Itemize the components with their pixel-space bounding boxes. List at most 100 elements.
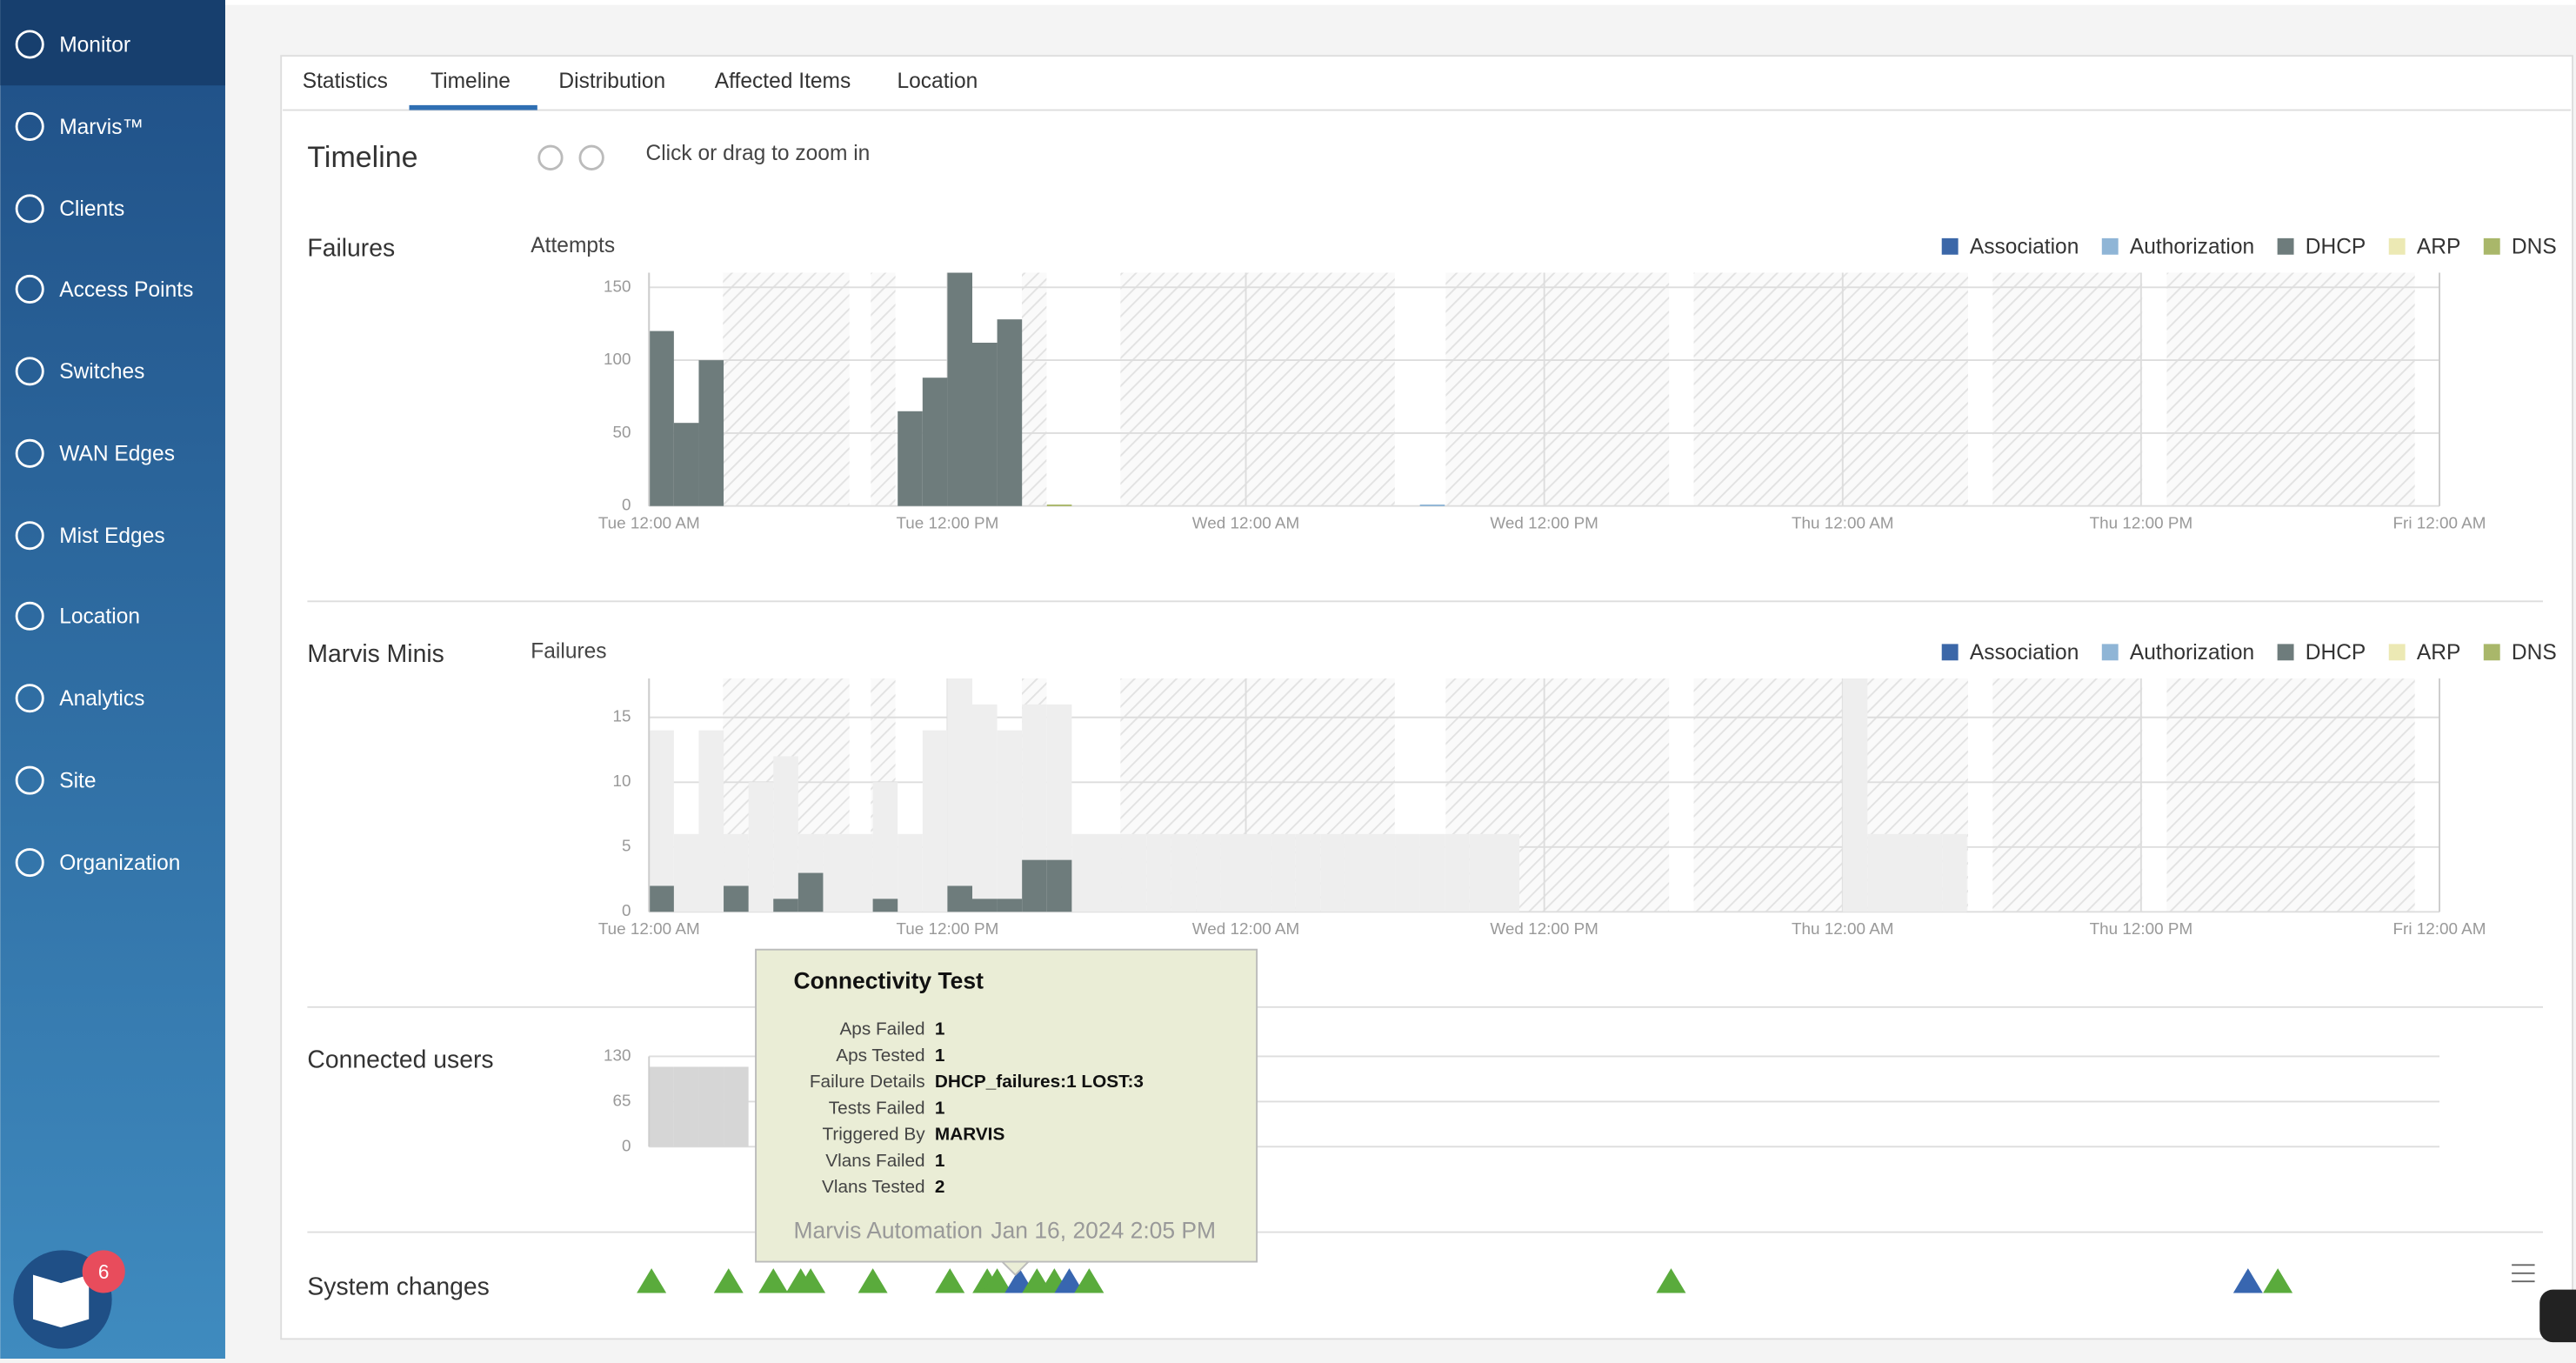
nav-icon (15, 684, 44, 713)
nav-icon (15, 30, 44, 59)
bar (1892, 833, 1918, 912)
bar (1146, 833, 1171, 912)
legend-swatch (2277, 237, 2294, 255)
nav-item[interactable]: Access Points (59, 278, 193, 302)
bar (1842, 678, 1868, 912)
legend-swatch (2483, 237, 2500, 255)
section-title: Failures (307, 235, 395, 263)
bar (1445, 833, 1470, 912)
y-tick-label: 10 (612, 772, 631, 791)
legend-label: Association (1970, 641, 2079, 665)
tab[interactable]: Affected Items (715, 70, 851, 93)
zoom-out[interactable] (537, 144, 564, 170)
change-marker[interactable] (1054, 1268, 1084, 1293)
y-tick-label: 150 (604, 277, 631, 296)
tooltip-key: Triggered By (822, 1125, 925, 1145)
change-marker[interactable] (796, 1268, 826, 1293)
change-marker[interactable] (637, 1268, 667, 1293)
y-axis-label: Failures (531, 639, 606, 663)
bar (947, 272, 972, 506)
bar (1046, 859, 1072, 912)
nav-item[interactable]: Organization (59, 852, 180, 875)
nav-item[interactable]: Marvis™ (59, 116, 143, 139)
no-data-region (2166, 678, 2415, 912)
bar (898, 833, 923, 912)
change-marker[interactable] (982, 1268, 1012, 1293)
y-tick-label: 100 (604, 351, 631, 369)
bar (1345, 833, 1371, 912)
tab[interactable]: Location (897, 70, 978, 93)
x-tick-label: Tue 12:00 PM (896, 920, 998, 939)
change-marker[interactable] (935, 1268, 965, 1293)
tab[interactable]: Timeline (430, 70, 511, 93)
nav-item[interactable]: Analytics (59, 687, 144, 711)
legend-label: DHCP (2306, 236, 2366, 259)
tooltip-title: Connectivity Test (793, 967, 984, 993)
no-data-region (1120, 272, 1395, 506)
y-tick-label: 5 (622, 838, 631, 856)
bar (1096, 833, 1122, 912)
nav-item[interactable]: Site (59, 770, 96, 793)
x-tick-label: Wed 12:00 PM (1490, 514, 1598, 532)
nav-item[interactable]: WAN Edges (59, 443, 175, 466)
bar (898, 411, 923, 506)
section-title: System changes (307, 1273, 489, 1300)
tab[interactable]: Statistics (303, 70, 388, 93)
bar (673, 1066, 699, 1147)
tooltip-value: DHCP_failures:1 LOST:3 (935, 1072, 1144, 1092)
no-data-region (1992, 678, 2143, 912)
legend-label: Association (1970, 236, 2079, 259)
nav-icon (15, 848, 44, 878)
zoom-in[interactable] (578, 144, 604, 170)
bar (997, 730, 1023, 912)
bot-icon[interactable] (2539, 1289, 2576, 1343)
tooltip-value: 1 (935, 1019, 945, 1039)
bar (1046, 504, 1072, 506)
settings-icon[interactable] (2512, 1264, 2535, 1283)
section-title: Marvis Minis (307, 640, 444, 668)
bar (773, 756, 798, 912)
section-title: Connected users (307, 1046, 493, 1074)
legend-label: Authorization (2130, 236, 2254, 259)
legend-label: ARP (2417, 641, 2460, 665)
change-marker[interactable] (858, 1268, 888, 1293)
no-data-region (1022, 272, 1047, 506)
tooltip-key: Failure Details (810, 1072, 925, 1092)
legend-label: DNS (2512, 641, 2557, 665)
bar (773, 899, 798, 912)
nav-item[interactable]: Switches (59, 360, 144, 384)
x-tick-label: Tue 12:00 PM (896, 514, 998, 532)
tooltip-pointer (1000, 1260, 1031, 1277)
y-axis-label: Attempts (531, 234, 615, 257)
bar (971, 899, 998, 912)
y-tick-label: 15 (612, 708, 631, 726)
bar (1419, 833, 1445, 912)
sidebar-active (0, 0, 225, 86)
nav-icon (15, 357, 44, 386)
legend-label: DNS (2512, 236, 2557, 259)
timeline-title: Timeline (307, 141, 417, 174)
change-marker[interactable] (2263, 1268, 2293, 1293)
bar (1419, 504, 1445, 506)
change-marker[interactable] (2232, 1268, 2263, 1293)
bar (698, 730, 724, 912)
change-marker[interactable] (713, 1268, 744, 1293)
x-tick-label: Tue 12:00 AM (598, 920, 700, 939)
nav-item[interactable]: Monitor (59, 33, 130, 57)
tab[interactable]: Distribution (558, 70, 665, 93)
bar (673, 833, 699, 912)
nav-icon (15, 601, 44, 631)
nav-item[interactable]: Location (59, 605, 140, 629)
nav-item[interactable]: Clients (59, 197, 124, 221)
x-tick-label: Fri 12:00 AM (2393, 514, 2486, 532)
x-tick-label: Wed 12:00 AM (1192, 514, 1299, 532)
x-tick-label: Tue 12:00 AM (598, 514, 700, 532)
change-marker[interactable] (1074, 1268, 1104, 1293)
legend-label: ARP (2417, 236, 2460, 259)
tooltip (755, 948, 1258, 1263)
nav-item[interactable]: Mist Edges (59, 524, 164, 548)
nav-icon (15, 521, 44, 551)
change-marker[interactable] (1656, 1268, 1686, 1293)
change-marker[interactable] (758, 1268, 789, 1293)
